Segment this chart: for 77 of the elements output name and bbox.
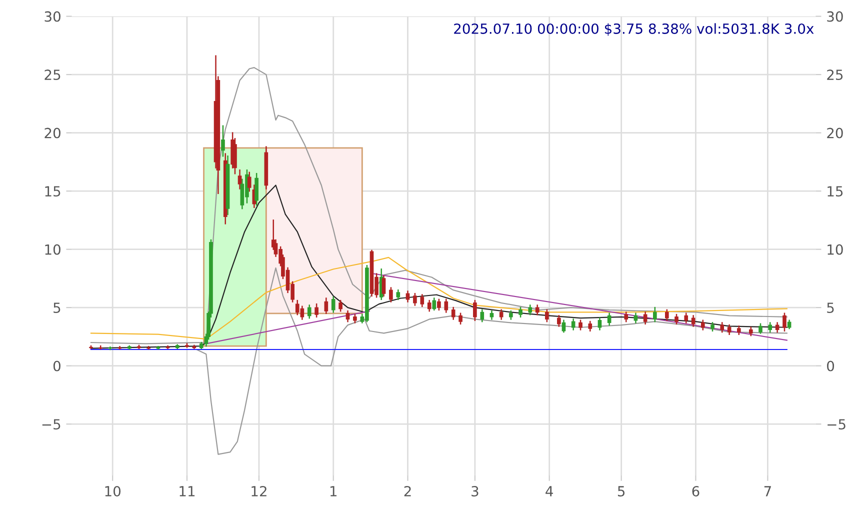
x-tick-label: 6 xyxy=(692,486,700,496)
y-tick-label: 10 xyxy=(45,244,60,255)
candlestick xyxy=(545,309,549,322)
candlestick xyxy=(314,303,318,318)
candlestick xyxy=(727,324,732,335)
candlestick xyxy=(396,289,400,300)
candlestick xyxy=(578,320,582,330)
candlestick xyxy=(324,298,328,314)
candlestick xyxy=(437,298,441,311)
candlestick xyxy=(346,310,350,322)
candlestick xyxy=(518,306,522,318)
candlestick xyxy=(389,287,393,302)
candlestick xyxy=(420,294,424,308)
candlestick xyxy=(221,125,225,157)
candlestick xyxy=(665,309,669,322)
candlestick xyxy=(427,300,432,312)
y2-tick-label: −5 xyxy=(828,419,846,430)
candlestick xyxy=(607,312,612,326)
y-tick-label: 20 xyxy=(44,128,60,138)
candlestick xyxy=(528,304,532,316)
candlestick xyxy=(413,292,417,306)
y2-tick-label: 25 xyxy=(827,70,843,80)
candlestick xyxy=(331,296,336,313)
candlestick xyxy=(557,315,561,327)
candlestick xyxy=(473,300,477,322)
candlestick xyxy=(758,323,762,334)
x-tick-label: 2 xyxy=(404,486,411,496)
y2-tick-label: 10 xyxy=(828,244,843,255)
candlestick xyxy=(254,172,258,206)
line-series xyxy=(90,184,788,349)
y2-tick-label: 0 xyxy=(827,360,834,372)
x-tick-label: 12 xyxy=(252,486,266,496)
candlestick xyxy=(451,306,456,320)
y-tick-label: 15 xyxy=(45,186,60,197)
candlestick xyxy=(480,309,484,322)
candlestick xyxy=(653,306,657,322)
candlestick xyxy=(624,312,628,322)
candlestick xyxy=(768,322,772,333)
x-tick-label: 5 xyxy=(618,486,625,496)
candlestick xyxy=(406,290,410,302)
y2-tick-label: 30 xyxy=(827,11,843,22)
y2-tick-label: 20 xyxy=(827,128,843,138)
candlestick xyxy=(458,312,462,324)
y-tick-label: 5 xyxy=(54,302,60,314)
candlestick xyxy=(382,275,386,297)
candlestick xyxy=(588,320,592,332)
x-tick-label: 10 xyxy=(105,486,121,496)
candlestick xyxy=(535,304,540,316)
candlestick xyxy=(432,298,436,311)
candlestick xyxy=(247,172,252,192)
candlestick xyxy=(775,322,780,333)
y-tick-label: 25 xyxy=(44,70,60,80)
x-tick-label: 1 xyxy=(330,486,336,496)
candlestick xyxy=(307,304,312,319)
candlestick xyxy=(691,315,696,327)
candlestick xyxy=(684,312,688,324)
candlestick xyxy=(701,320,705,330)
x-tick-label: 3 xyxy=(472,486,478,496)
y-tick-label: 0 xyxy=(53,360,60,372)
candlestick xyxy=(674,314,678,324)
y2-tick-label: 5 xyxy=(827,302,834,314)
candlestick xyxy=(643,312,648,324)
candlestick xyxy=(571,318,576,330)
candlestick xyxy=(720,322,724,333)
x-tick-label: 7 xyxy=(764,486,771,496)
candlestick xyxy=(598,317,602,330)
x-tick-label: 4 xyxy=(546,486,553,496)
x-tick-label: 11 xyxy=(180,486,195,496)
y-tick-label: 30 xyxy=(44,11,60,22)
chart-title: 2025.07.10 00:00:00 $3.75 8.38% vol:5031.8K 3.0x xyxy=(454,23,814,36)
y-tick-label: −5 xyxy=(42,419,60,430)
y2-tick-label: 15 xyxy=(828,186,843,197)
line-series xyxy=(90,67,788,344)
candlestick xyxy=(782,312,786,332)
candlestick xyxy=(238,169,242,190)
candlestick xyxy=(444,298,448,313)
candlestick xyxy=(338,300,342,312)
